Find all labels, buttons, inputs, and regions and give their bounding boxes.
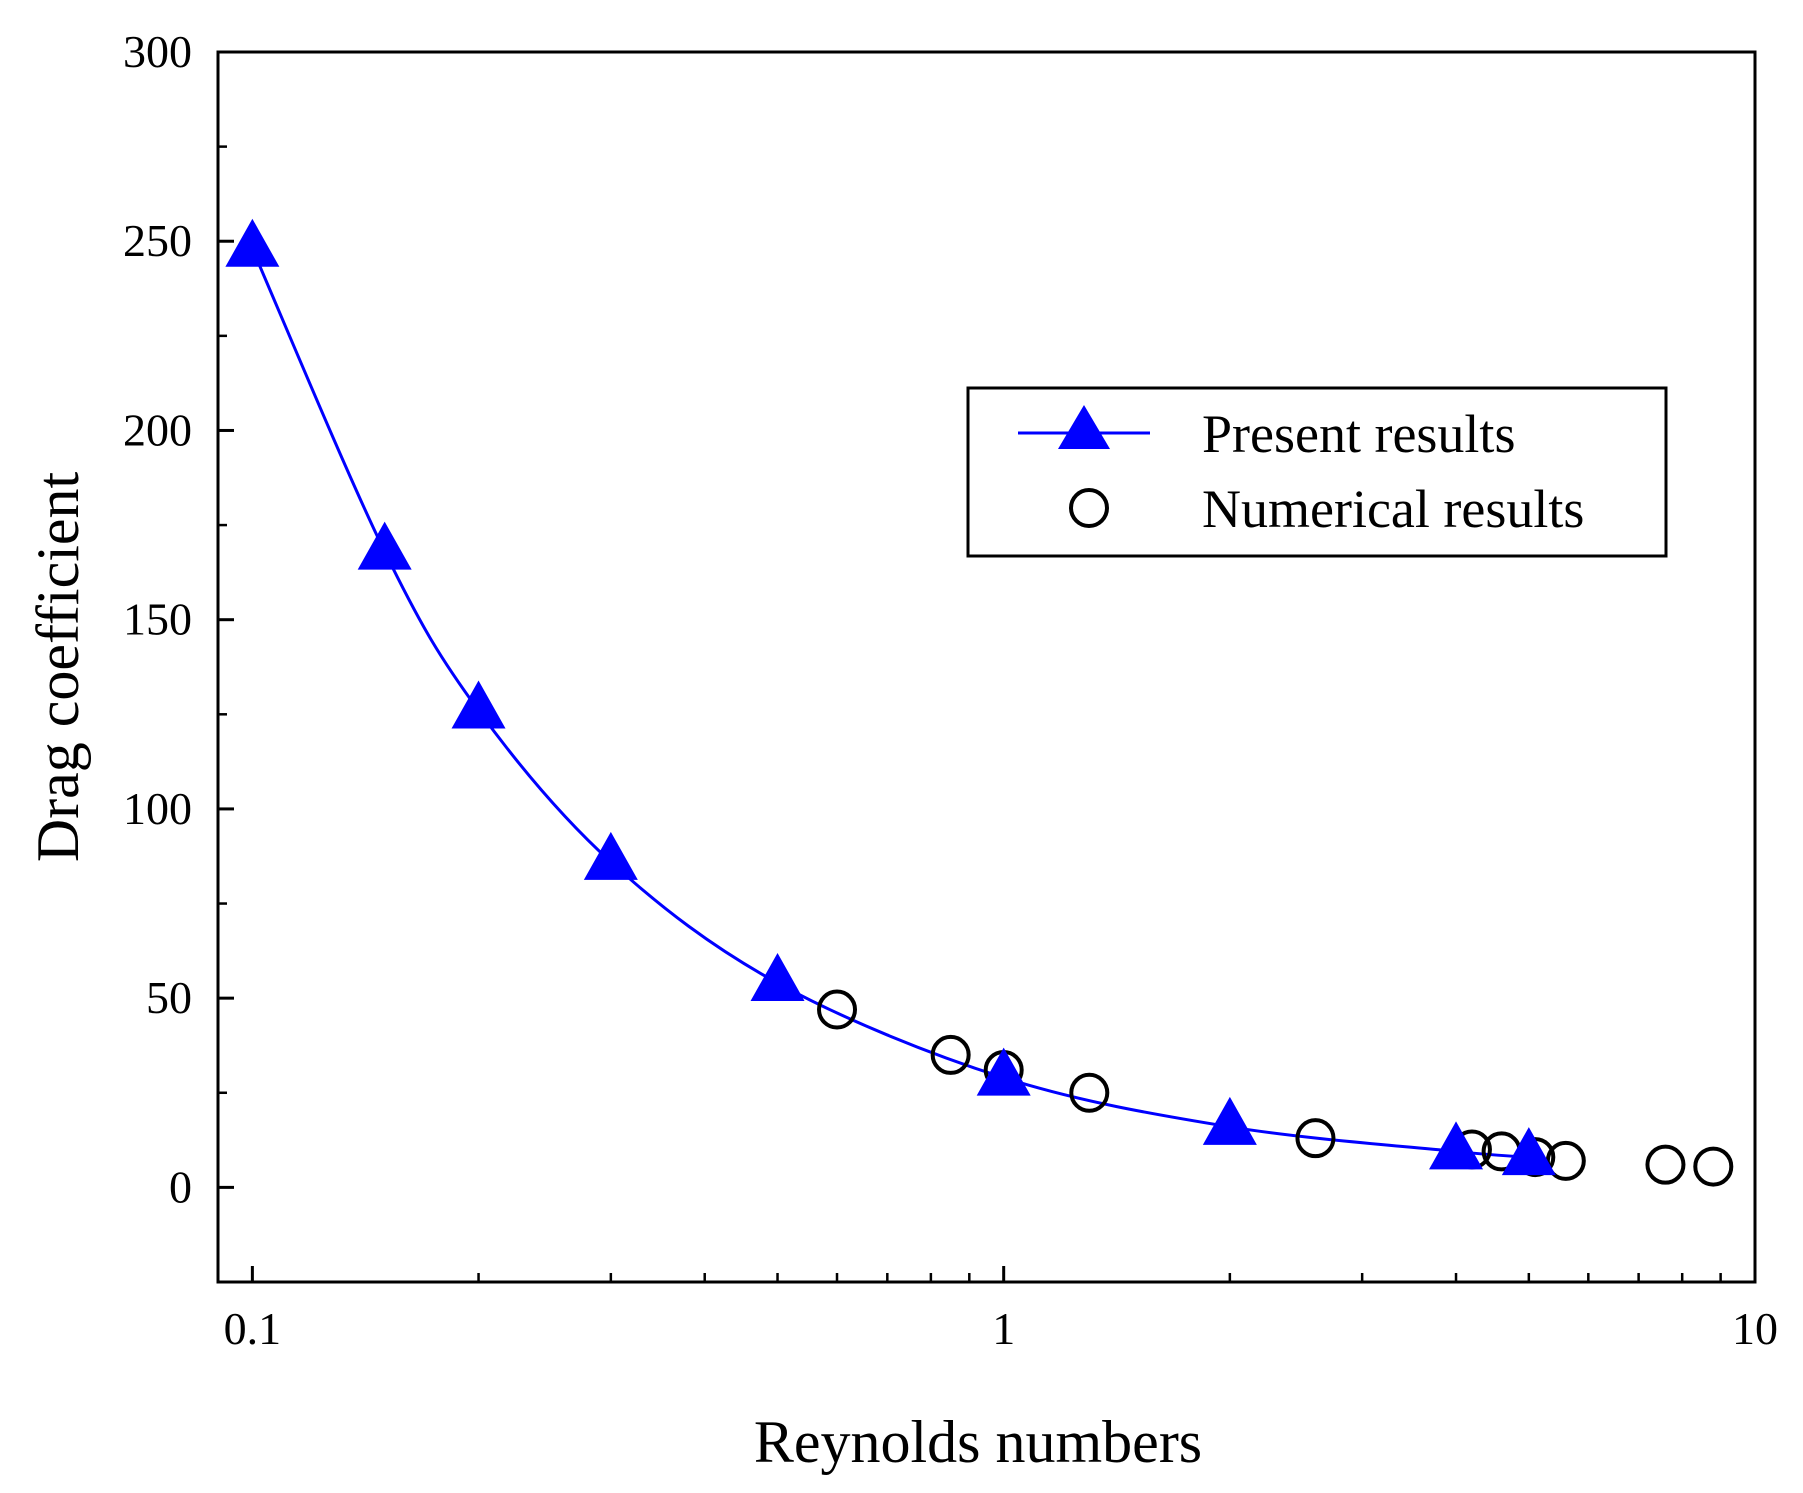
plot-frame (216, 50, 1757, 1284)
present-result-point (976, 1047, 1031, 1096)
x-tick-label: 0.1 (224, 1303, 282, 1354)
y-tick-label: 200 (123, 404, 192, 455)
y-tick-label: 150 (123, 594, 192, 645)
numerical-result-point (1069, 1072, 1110, 1113)
numerical-result-point (1693, 1146, 1734, 1187)
present-result-point (357, 521, 412, 570)
y-tick-label: 100 (123, 783, 192, 834)
present-result-point (1202, 1096, 1257, 1145)
x-tick-label: 10 (1732, 1303, 1778, 1354)
series-layer (225, 218, 1734, 1187)
y-tick-label: 0 (169, 1161, 192, 1212)
x-axis-title: Reynolds numbers (754, 1409, 1202, 1475)
present-result-point (583, 831, 638, 880)
tick-labels: 0 50 100 150 200 250 300 0.1 1 10 (123, 26, 1778, 1354)
legend-present-label: Present results (1202, 404, 1515, 464)
legend-present-marker (1058, 405, 1110, 449)
legend: Present results Numerical results (966, 386, 1668, 558)
numerical-result-point (1295, 1118, 1336, 1159)
present-result-point (451, 680, 506, 729)
y-tick-label: 50 (146, 972, 192, 1023)
present-result-point (225, 218, 280, 267)
legend-numerical-label: Numerical results (1202, 479, 1584, 539)
x-tick-label: 1 (992, 1303, 1015, 1354)
present-result-point (1501, 1127, 1556, 1176)
numerical-result-point (930, 1034, 971, 1075)
numerical-result-point (817, 989, 858, 1030)
y-axis-title: Drag coefficient (25, 471, 91, 862)
legend-numerical-marker (1069, 488, 1109, 528)
y-tick-label: 300 (123, 26, 192, 77)
present-result-point (750, 953, 805, 1002)
numerical-result-point (1645, 1144, 1686, 1185)
present-result-point (1429, 1121, 1484, 1170)
y-tick-label: 250 (123, 215, 192, 266)
